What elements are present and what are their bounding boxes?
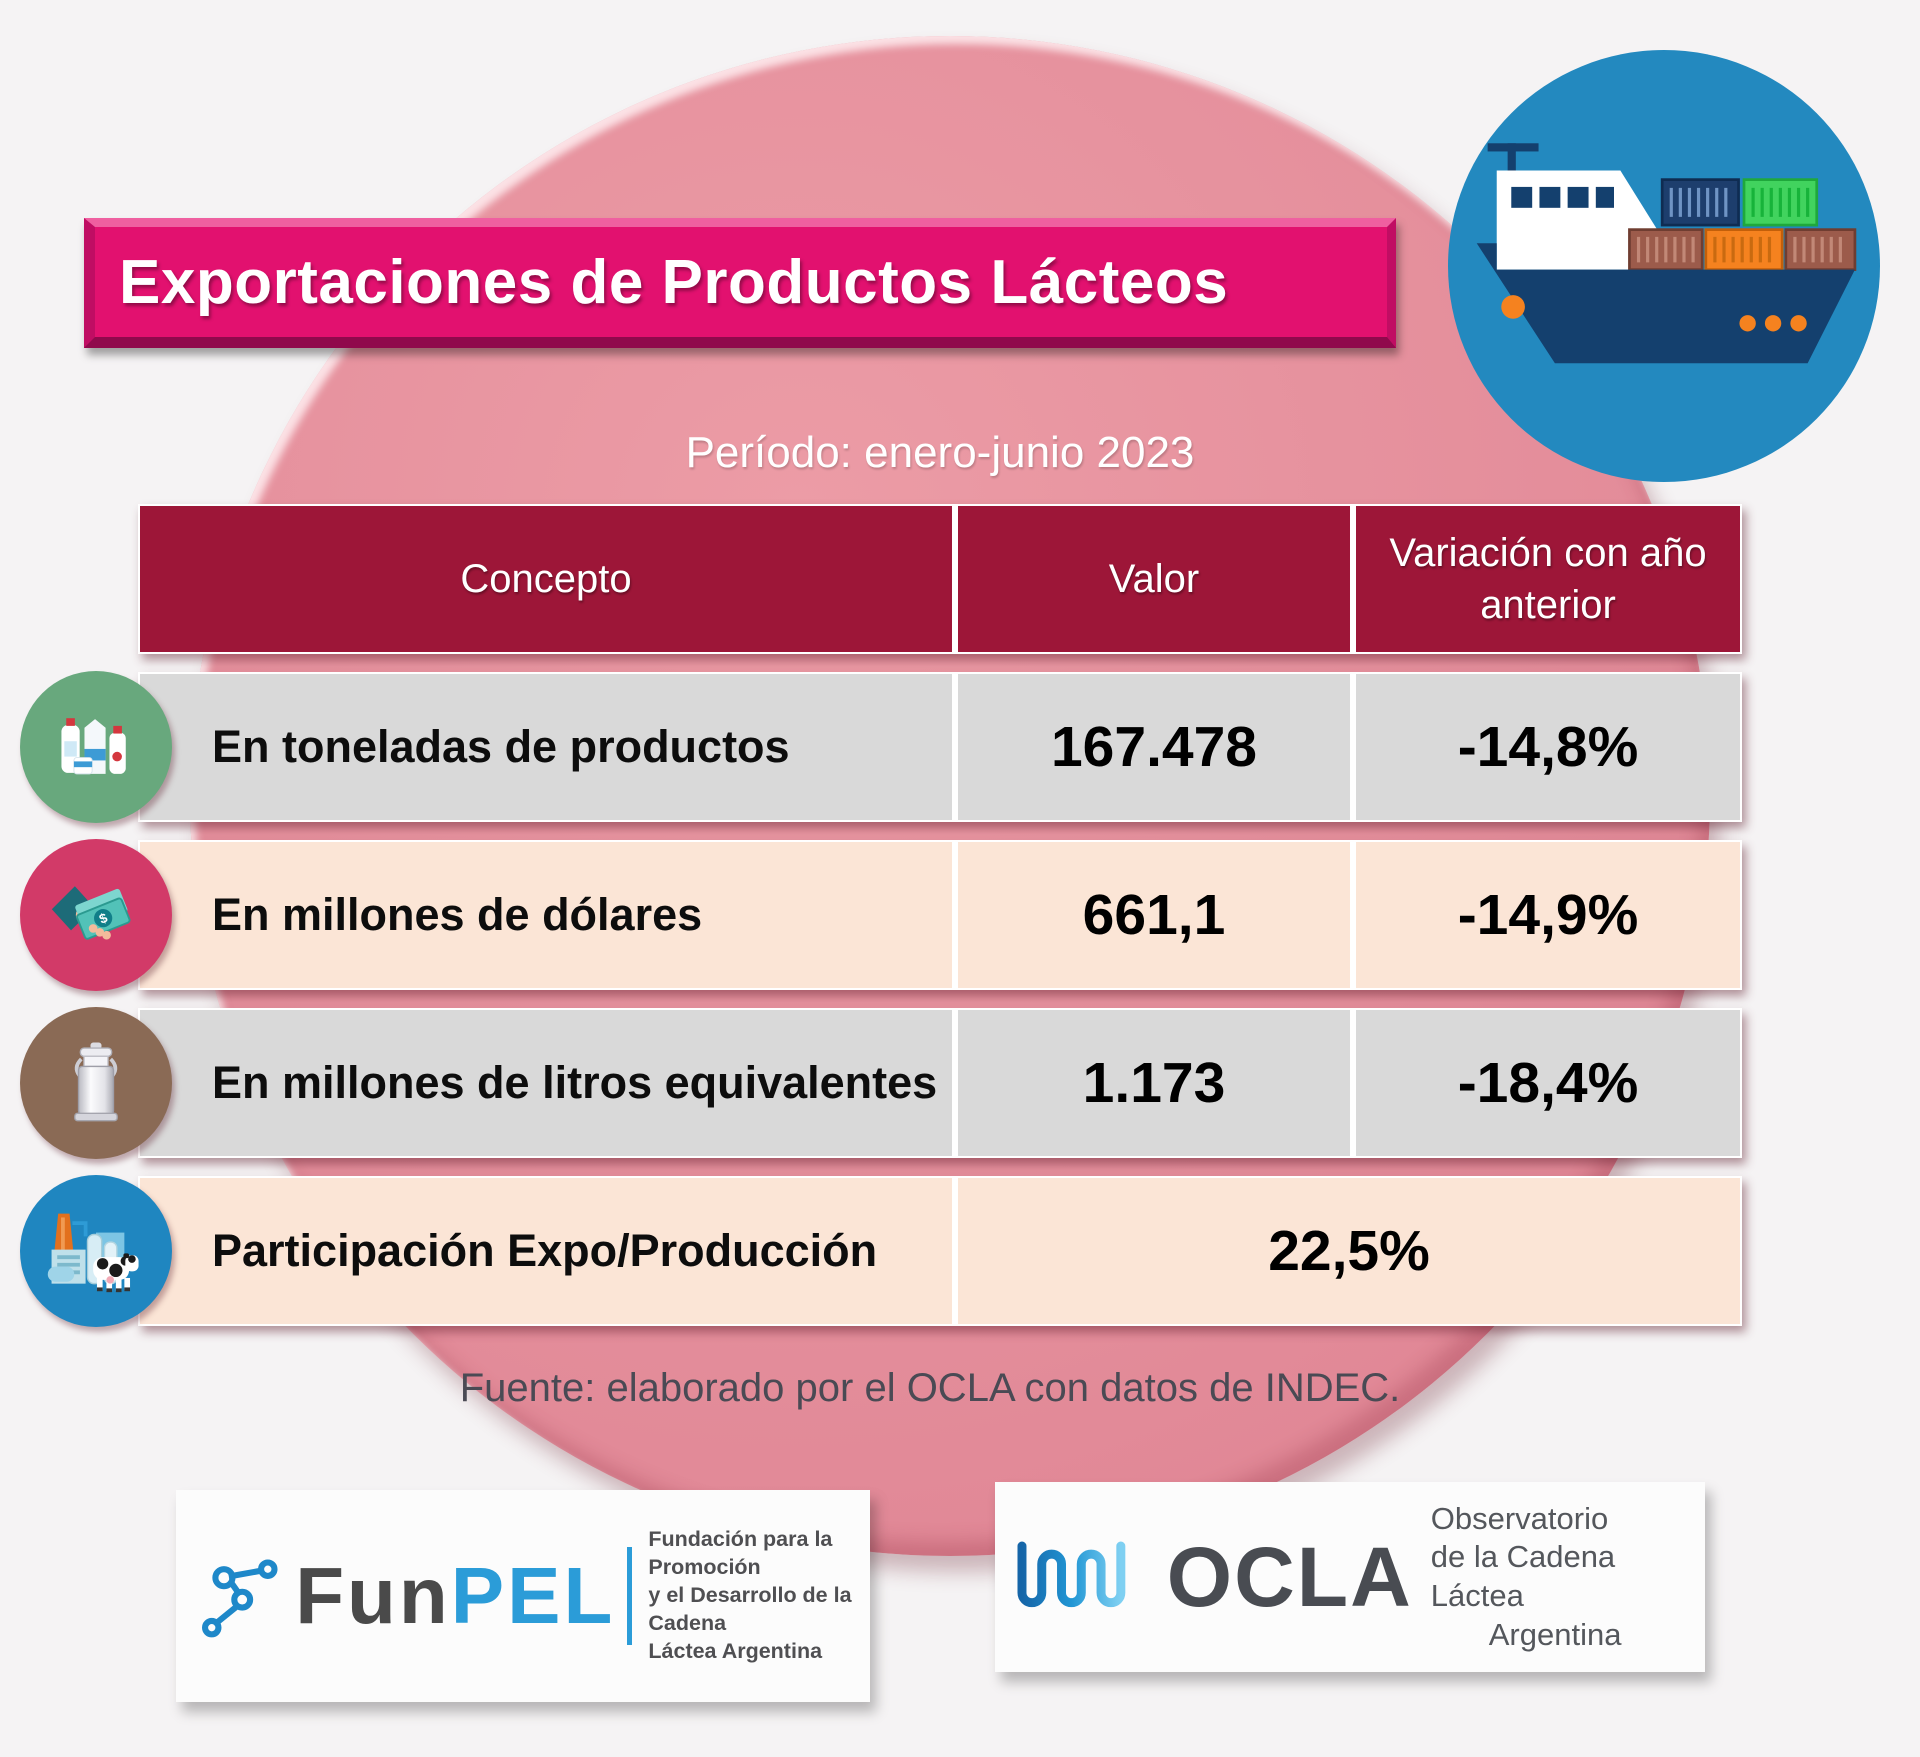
- dairy-products-icon: [20, 671, 172, 823]
- ocla-tagline-line: de la Cadena Láctea: [1430, 1539, 1616, 1613]
- hand-with-money-graphic: $: [51, 886, 131, 940]
- period-label: Período: enero-junio 2023: [685, 428, 1195, 477]
- cargo-ship-graphic: [1476, 143, 1857, 364]
- row-concepto: En millones de litros equivalentes: [140, 1010, 952, 1156]
- column-header-valor: Valor: [958, 506, 1350, 652]
- row-concepto: Participación Expo/Producción: [140, 1178, 952, 1324]
- page-title: Exportaciones de Productos Lácteos: [119, 247, 1229, 317]
- table-row: Participación Expo/Producción 22,5%: [140, 1178, 1740, 1324]
- row-valor: 661,1: [958, 842, 1350, 988]
- funpel-wordmark: FunPEL: [295, 1550, 615, 1642]
- milk-can-graphic: [74, 1042, 118, 1122]
- source-note: Fuente: elaborado por el OCLA con datos …: [459, 1366, 1401, 1410]
- milk-bottles-graphic: [61, 718, 126, 775]
- ocla-tagline-line: Argentina: [1488, 1616, 1622, 1652]
- title-banner: Exportaciones de Productos Lácteos: [84, 218, 1396, 348]
- column-header-variacion: Variación con año anterior: [1356, 506, 1740, 652]
- funpel-wordmark-fun: Fun: [295, 1551, 451, 1640]
- funpel-network-icon: [202, 1559, 278, 1638]
- row-concepto: En millones de dólares: [140, 842, 952, 988]
- funpel-tagline: Fundación para la Promoción y el Desarro…: [648, 1526, 870, 1666]
- ocla-tagline-line: Observatorio: [1430, 1500, 1609, 1536]
- table-row: En millones de dólares 661,1 -14,9%: [140, 842, 1740, 988]
- funpel-tagline-line: Láctea Argentina: [648, 1638, 823, 1663]
- funpel-tagline-line: Fundación para la Promoción: [648, 1527, 833, 1580]
- funpel-logo: FunPEL Fundación para la Promoción y el …: [176, 1490, 870, 1702]
- row-valor-merged: 22,5%: [958, 1178, 1740, 1324]
- logo-divider: [627, 1547, 633, 1645]
- funpel-tagline-line: y el Desarrollo de la Cadena: [648, 1583, 852, 1635]
- ocla-wordmark: OCLA: [1166, 1529, 1413, 1624]
- row-concepto: En toneladas de productos: [140, 674, 952, 820]
- table-row: En toneladas de productos 167.478 -14,8%: [140, 674, 1740, 820]
- row-valor: 167.478: [958, 674, 1350, 820]
- ocla-logo: OCLA Observatorio de la Cadena Láctea Ar…: [995, 1482, 1705, 1672]
- cargo-ship-icon: [1448, 50, 1880, 482]
- column-header-concepto: Concepto: [140, 506, 952, 652]
- table-header: Concepto Valor Variación con año anterio…: [140, 506, 1740, 652]
- ocla-tagline: Observatorio de la Cadena Láctea Argenti…: [1431, 1500, 1705, 1655]
- ocla-wave-icon: [1017, 1541, 1126, 1607]
- funpel-wordmark-pel: PEL: [450, 1551, 616, 1640]
- row-variacion: -14,9%: [1356, 842, 1740, 988]
- row-valor: 1.173: [958, 1010, 1350, 1156]
- dairy-factory-cow-graphic: [47, 1213, 139, 1292]
- row-variacion: -14,8%: [1356, 674, 1740, 820]
- money-hand-icon: $: [20, 839, 172, 991]
- row-variacion: -18,4%: [1356, 1010, 1740, 1156]
- table-row: En millones de litros equivalentes 1.173…: [140, 1010, 1740, 1156]
- factory-cow-icon: [20, 1175, 172, 1327]
- data-table: Concepto Valor Variación con año anterio…: [140, 506, 1740, 1346]
- milk-can-icon: [20, 1007, 172, 1159]
